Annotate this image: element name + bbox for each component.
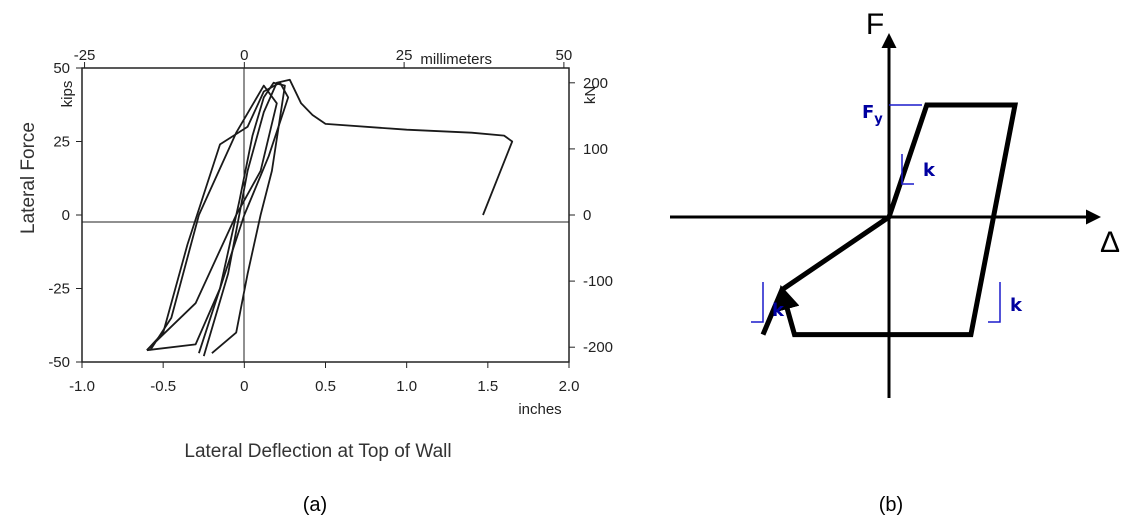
x-axis-unit: inches: [518, 401, 561, 418]
y-axis-unit: kips: [59, 81, 76, 108]
x-tick-label: 0.5: [315, 378, 336, 395]
stiffness-label-upper: k: [923, 160, 936, 181]
right-tick-label: -200: [583, 339, 613, 356]
hysteresis-curve-4: [202, 78, 514, 357]
force-axis-label: F: [866, 8, 884, 41]
y-tick-label: 0: [62, 207, 70, 224]
x-tick-label: 0: [240, 378, 248, 395]
top-tick-label: 50: [556, 47, 573, 64]
stiffness-triangle-right: [988, 282, 1001, 323]
right-axis-ticks: 200 100 0 -100 -200: [569, 75, 613, 356]
x-tick-label: 1.5: [477, 378, 498, 395]
top-tick-label: -25: [74, 47, 96, 64]
top-axis-unit: millimeters: [420, 51, 492, 68]
panel-a-hysteresis-plot: -1.0 -0.5 0 0.5 1.0 1.5 2.0 50 25 0 -25 -50 -25 0 25…: [18, 47, 613, 516]
yield-force-label: Fy: [862, 102, 883, 127]
panel-b-caption: (b): [879, 494, 903, 516]
right-tick-label: 100: [583, 141, 608, 158]
stiffness-triangle-upper: [901, 154, 914, 185]
hysteresis-curve-3: [198, 81, 286, 354]
x-tick-label: -0.5: [150, 378, 176, 395]
stiffness-triangle-left: [751, 282, 764, 323]
right-tick-label: 0: [583, 207, 591, 224]
stiffness-label-right: k: [1010, 295, 1023, 316]
right-axis-unit: kN: [582, 86, 599, 104]
delta-axis-label: Δ: [1100, 226, 1120, 259]
hysteresis-loop: [760, 102, 1019, 338]
panel-a-caption: (a): [303, 494, 327, 516]
hysteresis-curve-1: [146, 84, 278, 351]
stiffness-label-left: k: [772, 300, 785, 321]
x-axis-ticks: -1.0 -0.5 0 0.5 1.0 1.5 2.0: [69, 362, 579, 395]
top-tick-label: 25: [396, 47, 413, 64]
right-tick-label: -100: [583, 273, 613, 290]
x-tick-label: 1.0: [396, 378, 417, 395]
y-tick-label: 50: [53, 60, 70, 77]
right-tick-label: 200: [583, 75, 608, 92]
x-tick-label: 2.0: [559, 378, 580, 395]
y-axis-title: Lateral Force: [18, 122, 39, 234]
y-tick-label: -25: [48, 281, 70, 298]
top-axis-ticks: -25 0 25 50: [74, 47, 573, 68]
plot-frame: [81, 67, 570, 363]
top-tick-label: 0: [240, 47, 248, 64]
y-tick-label: 25: [53, 134, 70, 151]
y-tick-label: -50: [48, 354, 70, 371]
y-axis-ticks: 50 25 0 -25 -50: [48, 60, 82, 371]
x-axis-title: Lateral Deflection at Top of Wall: [184, 441, 451, 462]
hysteresis-curves: [146, 78, 514, 357]
panel-b-bilinear-model: Fy k k k F Δ (b): [670, 8, 1120, 516]
x-tick-label: -1.0: [69, 378, 95, 395]
